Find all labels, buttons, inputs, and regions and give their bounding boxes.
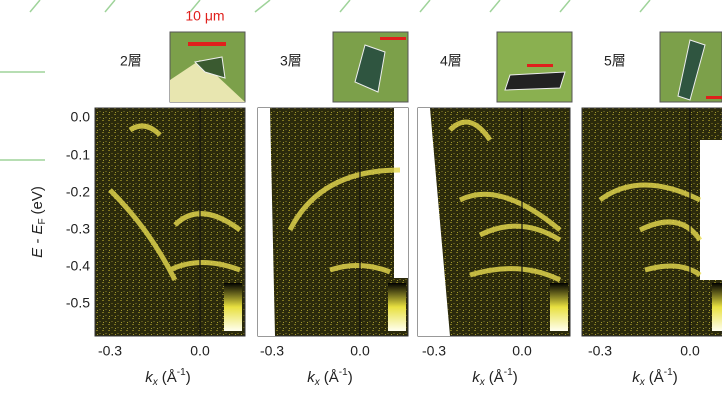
x-axis-label-end: ) [673, 369, 678, 386]
y-axis-label: E - EF (eV) [29, 186, 48, 258]
x-axis-label-sub: x [152, 377, 159, 388]
x-axis-label: kx(Å-1) [632, 367, 677, 388]
y-tick-label: -0.1 [66, 147, 90, 163]
y-tick-label: -0.4 [66, 258, 90, 274]
x-tick-label: 0.0 [190, 343, 210, 359]
x-axis-label: kx(Å-1) [307, 367, 352, 388]
x-axis-label: kx(Å-1) [145, 367, 190, 388]
y-tick-label: -0.3 [66, 221, 90, 237]
x-axis-label-end: ) [186, 369, 191, 386]
x-tick-label: -0.3 [260, 343, 284, 359]
figure: 10 μm 2層 3層 4層 5層 0.0 -0.1 [0, 0, 722, 398]
x-axis-label-unit: (Å [489, 369, 504, 386]
panel-label: 3層 [280, 53, 302, 69]
x-axis-labels: kx(Å-1) kx(Å-1) kx(Å-1) kx(Å-1) [145, 367, 677, 388]
x-tick-label: 0.0 [350, 343, 370, 359]
y-tick-label: 0.0 [71, 109, 91, 125]
x-tick-label: -0.3 [588, 343, 612, 359]
y-axis-label-main: E - E [29, 224, 46, 258]
scale-label: 10 μm [185, 8, 224, 24]
x-tick-label: -0.3 [98, 343, 122, 359]
y-axis-label-sub: F [37, 218, 48, 224]
panel-label: 2層 [120, 53, 142, 69]
x-tick-label: 0.0 [512, 343, 532, 359]
x-axis-label: kx(Å-1) [472, 367, 517, 388]
x-axis-label-sub: x [639, 377, 646, 388]
y-tick-label: -0.5 [66, 295, 90, 311]
x-axis-label-unit: (Å [324, 369, 339, 386]
x-tick-label: 0.0 [680, 343, 700, 359]
panel-label: 5層 [604, 53, 626, 69]
panel-label: 4層 [440, 53, 462, 69]
x-axis-label-end: ) [348, 369, 353, 386]
x-axis-label-end: ) [513, 369, 518, 386]
x-tick-label: -0.3 [422, 343, 446, 359]
x-axis-label-unit: (Å [649, 369, 664, 386]
x-axis-label-sub: x [314, 377, 321, 388]
x-axis-label-sub: x [479, 377, 486, 388]
y-tick-label: -0.2 [66, 184, 90, 200]
y-axis-label-unit: (eV) [29, 186, 46, 214]
panels [95, 108, 722, 336]
x-axis-label-unit: (Å [162, 369, 177, 386]
